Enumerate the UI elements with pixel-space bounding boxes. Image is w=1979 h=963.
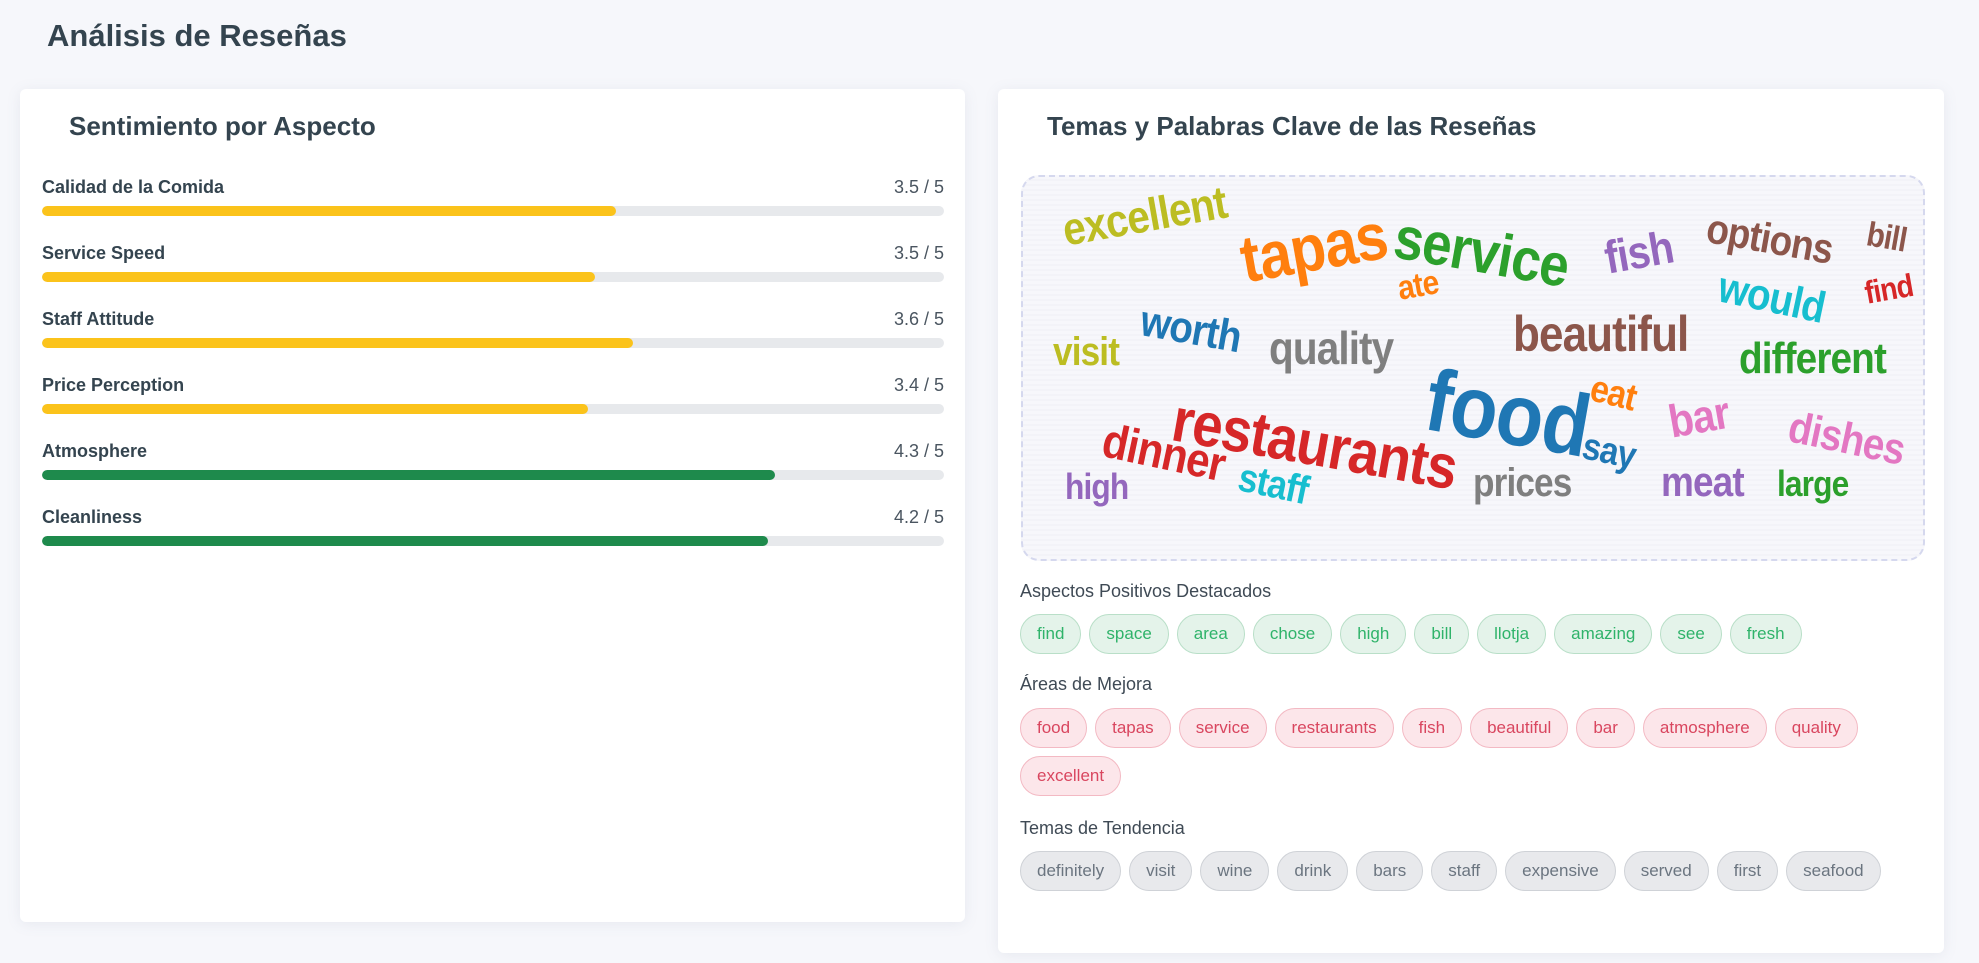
aspect-progress-fill	[42, 338, 633, 348]
word-cloud-term: meat	[1661, 458, 1745, 505]
trend-tag[interactable]: visit	[1129, 851, 1193, 891]
trend-tag[interactable]: staff	[1431, 851, 1498, 891]
aspect-row: Service Speed 3.5 / 5	[42, 243, 944, 309]
aspect-progress-track	[42, 536, 944, 546]
aspect-score: 4.2 / 5	[893, 507, 944, 527]
sentiment-card: Sentimiento por Aspecto Calidad de la Co…	[20, 89, 965, 922]
positive-tag[interactable]: see	[1660, 614, 1722, 654]
aspect-progress-fill	[42, 404, 588, 414]
positive-tag[interactable]: area	[1176, 614, 1245, 654]
positive-tag[interactable]: chose	[1252, 614, 1333, 654]
topics-card: Temas y Palabras Clave de las Reseñas ex…	[998, 89, 1944, 953]
word-cloud-term: bar	[1664, 385, 1733, 448]
aspect-progress-track	[42, 338, 944, 348]
aspect-row: Calidad de la Comida 3.5 / 5	[42, 177, 944, 243]
aspect-name: Atmosphere	[42, 441, 148, 461]
trend-label: Temas de Tendencia	[1020, 818, 1185, 838]
improve-tag[interactable]: quality	[1774, 708, 1858, 748]
aspect-score: 4.3 / 5	[893, 441, 944, 461]
trend-tag[interactable]: seafood	[1786, 851, 1881, 891]
improve-tag[interactable]: fish	[1401, 708, 1463, 748]
aspect-name: Staff Attitude	[42, 309, 155, 329]
improve-tag[interactable]: restaurants	[1274, 708, 1394, 748]
word-cloud-term: worth	[1136, 296, 1245, 363]
aspect-progress-track	[42, 470, 944, 480]
word-cloud-term: find	[1861, 266, 1916, 311]
improve-tag[interactable]: excellent	[1020, 756, 1122, 796]
trend-tag[interactable]: expensive	[1505, 851, 1616, 891]
word-cloud-term: bill	[1863, 215, 1910, 260]
word-cloud-term: ate	[1394, 263, 1442, 308]
positive-tag[interactable]: amazing	[1554, 614, 1653, 654]
aspect-score: 3.5 / 5	[893, 177, 944, 197]
aspect-progress-track	[42, 404, 944, 414]
trend-tag[interactable]: drink	[1277, 851, 1349, 891]
page-title: Análisis de Reseñas	[47, 18, 347, 53]
word-cloud-term: options	[1703, 204, 1837, 273]
aspect-row: Staff Attitude 3.6 / 5	[42, 309, 944, 375]
aspect-name: Service Speed	[42, 243, 166, 263]
aspect-progress-fill	[42, 206, 616, 216]
positive-tag[interactable]: find	[1020, 614, 1082, 654]
aspect-row: Atmosphere 4.3 / 5	[42, 441, 944, 507]
improve-tag[interactable]: food	[1020, 708, 1088, 748]
word-cloud: excellent tapas service fish options bill ate w…	[1021, 175, 1925, 561]
positive-tag[interactable]: space	[1089, 614, 1169, 654]
positive-tag[interactable]: bill	[1414, 614, 1470, 654]
trend-tags: definitely visit wine drink bars staff expensi…	[1020, 851, 1920, 891]
improve-tag[interactable]: atmosphere	[1642, 708, 1767, 748]
word-cloud-term: say	[1578, 425, 1640, 478]
trend-tag[interactable]: wine	[1200, 851, 1270, 891]
aspect-progress-fill	[42, 536, 769, 546]
aspect-progress-fill	[42, 470, 776, 480]
improve-tag[interactable]: service	[1178, 708, 1267, 748]
word-cloud-term: tapas	[1234, 197, 1393, 297]
word-cloud-term: visit	[1053, 330, 1120, 374]
aspect-name: Calidad de la Comida	[42, 177, 225, 197]
improve-tag[interactable]: beautiful	[1470, 708, 1569, 748]
aspect-progress-track	[42, 272, 944, 282]
word-cloud-term: would	[1714, 262, 1830, 333]
aspect-name: Price Perception	[42, 375, 185, 395]
aspect-progress-track	[42, 206, 944, 216]
positive-tags: find space area chose high bill llotja amazing s…	[1020, 614, 1920, 654]
sentiment-title: Sentimiento por Aspecto	[69, 111, 376, 141]
aspect-progress-fill	[42, 272, 595, 282]
positive-label: Aspectos Positivos Destacados	[1020, 581, 1272, 601]
word-cloud-term: quality	[1269, 322, 1394, 374]
positive-tag[interactable]: high	[1340, 614, 1407, 654]
trend-tag[interactable]: definitely	[1020, 851, 1122, 891]
word-cloud-term: fish	[1600, 220, 1677, 284]
trend-tag[interactable]: bars	[1356, 851, 1424, 891]
word-cloud-term: different	[1739, 334, 1887, 383]
improve-tags: food tapas service restaurants fish beautiful…	[1020, 708, 1920, 796]
word-cloud-term: prices	[1473, 461, 1572, 505]
improve-tag[interactable]: tapas	[1095, 708, 1171, 748]
positive-tag[interactable]: fresh	[1729, 614, 1802, 654]
aspect-list: Calidad de la Comida 3.5 / 5 Service Speed…	[42, 177, 944, 573]
positive-tag[interactable]: llotja	[1477, 614, 1547, 654]
topics-title: Temas y Palabras Clave de las Reseñas	[1047, 111, 1537, 141]
trend-tag[interactable]: first	[1716, 851, 1779, 891]
word-cloud-term: large	[1777, 463, 1849, 504]
improve-label: Áreas de Mejora	[1020, 674, 1153, 694]
improve-tag[interactable]: bar	[1576, 708, 1635, 748]
aspect-row: Price Perception 3.4 / 5	[42, 375, 944, 441]
aspect-score: 3.5 / 5	[893, 243, 944, 263]
word-cloud-term: high	[1065, 466, 1129, 507]
aspect-score: 3.6 / 5	[893, 309, 944, 329]
trend-tag[interactable]: served	[1623, 851, 1709, 891]
word-cloud-term: beautiful	[1513, 306, 1689, 362]
aspect-score: 3.4 / 5	[893, 375, 944, 395]
aspect-name: Cleanliness	[42, 507, 143, 527]
aspect-row: Cleanliness 4.2 / 5	[42, 507, 944, 573]
word-cloud-term: excellent	[1058, 175, 1231, 256]
